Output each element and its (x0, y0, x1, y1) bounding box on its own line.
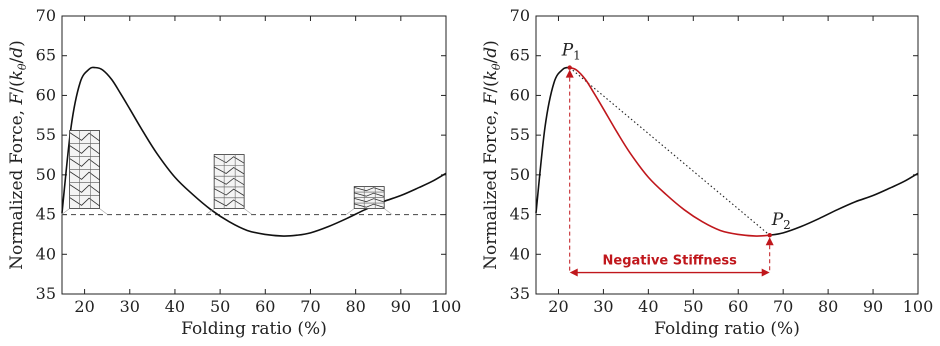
illustration-leader (346, 208, 355, 215)
illustration-leader (205, 208, 215, 215)
arrowhead-right (761, 268, 770, 277)
x-tick-label: 30 (120, 297, 140, 316)
illustration-leader (99, 208, 108, 215)
x-tick-label: 40 (165, 297, 185, 316)
x-tick-label: 20 (548, 297, 568, 316)
illustration-leader (384, 208, 393, 215)
folded-tube-illustration-fold (69, 158, 100, 168)
y-tick-label: 50 (36, 165, 56, 184)
y-tick-label: 60 (36, 85, 56, 104)
folded-tube-illustration-fold (354, 198, 385, 203)
series-line-2 (769, 172, 919, 237)
illustration-leader (243, 208, 253, 215)
y-tick-label: 55 (510, 125, 530, 144)
y-tick-label: 70 (510, 6, 530, 25)
folded-tube-illustration (69, 130, 100, 209)
folded-tube-illustration-fold (354, 192, 385, 197)
folded-tube-illustration (353, 186, 385, 209)
folded-tube-illustration-fold (213, 199, 245, 207)
y-tick-label: 55 (36, 125, 56, 144)
folded-tube-illustration-fold (213, 188, 245, 196)
x-tick-label: 70 (300, 297, 320, 316)
y-tick-label: 45 (36, 205, 56, 224)
y-axis-label: Normalized Force, F/(kθ/d) (7, 40, 29, 270)
folded-tube-illustration-fold (69, 171, 100, 181)
x-tick-label: 30 (593, 297, 613, 316)
x-tick-label: 40 (638, 297, 658, 316)
arrowhead-left (569, 268, 578, 277)
x-tick-label: 50 (210, 297, 230, 316)
y-tick-label: 40 (510, 244, 530, 263)
folded-tube-illustration-fold (213, 177, 245, 186)
x-tick-label: 70 (773, 297, 793, 316)
chart-panel-left: 20 30 40 50 60 70 80 90 100 35 40 45 50 55 60 65 70 Foldi… (7, 6, 461, 339)
illustration-leader (61, 208, 70, 215)
point-marker (767, 233, 772, 238)
plot-frame (61, 15, 447, 295)
x-tick-label: 100 (903, 297, 934, 316)
secant-line (569, 67, 771, 236)
series-line-0 (535, 66, 570, 214)
y-tick-label: 40 (36, 244, 56, 263)
chart-panel-right: 20 30 40 50 60 70 80 90 100 35 40 45 50 55 60 65 70 Foldi… (481, 6, 933, 339)
folded-tube-illustration-fold (69, 132, 100, 142)
folded-tube-illustration-fold (69, 197, 100, 207)
y-axis-label: Normalized Force, F/(kθ/d) (481, 40, 503, 270)
point-label: P2 (771, 210, 791, 232)
x-tick-label: 60 (728, 297, 748, 316)
x-tick-label: 90 (391, 297, 411, 316)
folded-tube-illustration-fold (354, 187, 385, 192)
x-tick-label: 90 (863, 297, 883, 316)
plot-frame (535, 15, 919, 295)
y-tick-label: 50 (510, 165, 530, 184)
x-axis-label: Folding ratio (%) (181, 319, 327, 339)
y-tick-label: 65 (36, 46, 56, 65)
y-tick-label: 60 (510, 85, 530, 104)
y-tick-label: 35 (510, 284, 530, 303)
folded-tube-illustration-fold (69, 184, 100, 194)
x-tick-label: 20 (74, 297, 94, 316)
y-tick-label: 45 (510, 205, 530, 224)
y-tick-label: 35 (36, 284, 56, 303)
x-tick-label: 60 (255, 297, 275, 316)
folded-tube-illustration-fold (213, 155, 245, 164)
folded-tube-illustration-fold (354, 203, 385, 208)
x-tick-label: 80 (345, 297, 365, 316)
y-tick-label: 65 (510, 46, 530, 65)
x-tick-label: 50 (683, 297, 703, 316)
x-axis-label: Folding ratio (%) (654, 319, 800, 339)
series-line-0 (61, 66, 447, 237)
x-tick-label: 100 (431, 297, 462, 316)
folded-tube-illustration (213, 154, 245, 209)
point-marker (567, 65, 572, 70)
folded-tube-illustration-fold (213, 166, 245, 175)
folded-tube-illustration-fold (69, 145, 100, 155)
x-tick-label: 80 (818, 297, 838, 316)
arrowhead-p1 (565, 69, 574, 78)
negative-stiffness-label: Negative Stiffness (603, 254, 738, 269)
y-tick-label: 70 (36, 6, 56, 25)
arrowhead-p2 (765, 237, 774, 246)
series-line-1 (569, 66, 770, 237)
point-label: P1 (561, 41, 581, 63)
